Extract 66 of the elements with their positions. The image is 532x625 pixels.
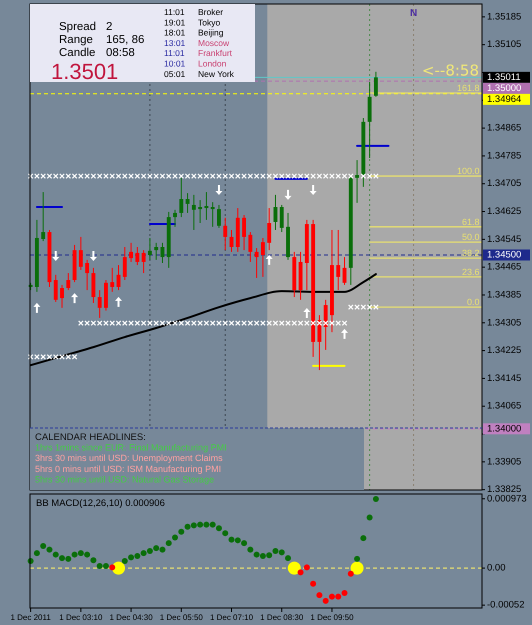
annotation: 23.6 [462,266,480,277]
annotation: 5hrs 0 mins until USD: ISM Manufacturing PMI [35,464,222,474]
ref-line-label: 1.34964 [487,94,522,105]
annotation: 5hrs 30 mins until USD: Natural Gas Storage [35,474,214,484]
y-tick-label: -0.00052 [487,600,525,611]
annotation: 11:01 [164,48,185,58]
annotation: <--8:58 [422,61,479,80]
y-tick-label: 1.34065 [487,400,522,412]
annotation: 2 [106,21,112,33]
annotation: 165, 86 [106,34,144,46]
annotation: 1.3501 [51,59,118,84]
annotation: New York [198,68,235,79]
ref-line-label: N [410,8,418,19]
annotation: Spread [59,21,96,33]
x-tick-label: 1 Dec 05:50 [160,613,204,622]
chart-title: BB MACD(12,26,10) 0.000906 [36,498,165,509]
annotation: 38.2 [462,248,480,258]
annotation: 1hrs 1mins since EUR: Final Manufacturing PMI [35,442,227,453]
y-tick-label: 1.34785 [487,150,522,162]
annotation: 08:58 [106,47,135,59]
annotation: Beijing [198,28,224,38]
annotation: Candle [59,47,96,59]
y-tick-label: 1.34145 [487,372,522,384]
x-tick-label: 1 Dec 07:10 [210,613,254,622]
annotation: Tokyo [198,17,220,28]
y-tick-label: 1.34305 [487,317,522,328]
y-tick-label: 1.34625 [487,206,522,218]
y-tick-label: 0.00 [487,562,506,574]
ref-line-label: 1.35011 [487,72,521,83]
y-tick-label: 1.34385 [487,289,522,300]
y-tick-label: 0.000973 [487,493,527,504]
x-tick-label: 1 Dec 09:50 [310,613,354,622]
annotation: CALENDAR HEADLINES: [35,432,146,443]
x-tick-label: 1 Dec 03:10 [59,613,103,622]
annotation: Moscow [198,38,230,48]
annotation: 3hrs 30 mins until USD: Unemployment Claims [35,453,224,464]
x-tick-label: 1 Dec 08:30 [260,613,304,622]
annotation: Frankfurt [198,48,233,58]
y-tick-label: 1.33905 [487,456,522,468]
annotation: Range [59,34,93,46]
annotation: 10:01 [164,58,186,68]
y-tick-label: 1.34465 [487,262,522,273]
y-tick-label: 1.34225 [487,345,522,356]
annotation: 13:01 [164,38,186,48]
annotation: London [198,58,227,68]
y-tick-label: 1.33825 [487,484,522,496]
annotation: 0.0 [466,297,480,308]
annotation: 61.8 [462,216,480,227]
y-tick-label: 1.34545 [487,234,522,245]
annotation: 19:01 [164,17,186,28]
annotation: 11:01 [164,7,185,17]
annotation: 100.0 [456,166,480,176]
annotation: Broker [198,7,224,17]
y-tick-label: 1.34865 [487,122,522,134]
ref-line-label: 1.35000 [487,82,522,94]
annotation: 50.0 [462,232,480,242]
y-tick-label: 1.35185 [487,11,522,22]
ref-line-label: 1.34500 [487,250,522,261]
x-tick-label: 1 Dec 2011 [10,613,52,622]
y-tick-label: 1.35105 [487,39,522,50]
annotation: 161.8 [456,82,480,93]
y-tick-label: 1.34705 [487,178,522,190]
annotation: 18:01 [164,28,186,38]
ref-line-label: 1.34000 [487,423,522,434]
x-tick-label: 1 Dec 04:30 [110,613,154,622]
annotation: 05:01 [164,68,186,79]
